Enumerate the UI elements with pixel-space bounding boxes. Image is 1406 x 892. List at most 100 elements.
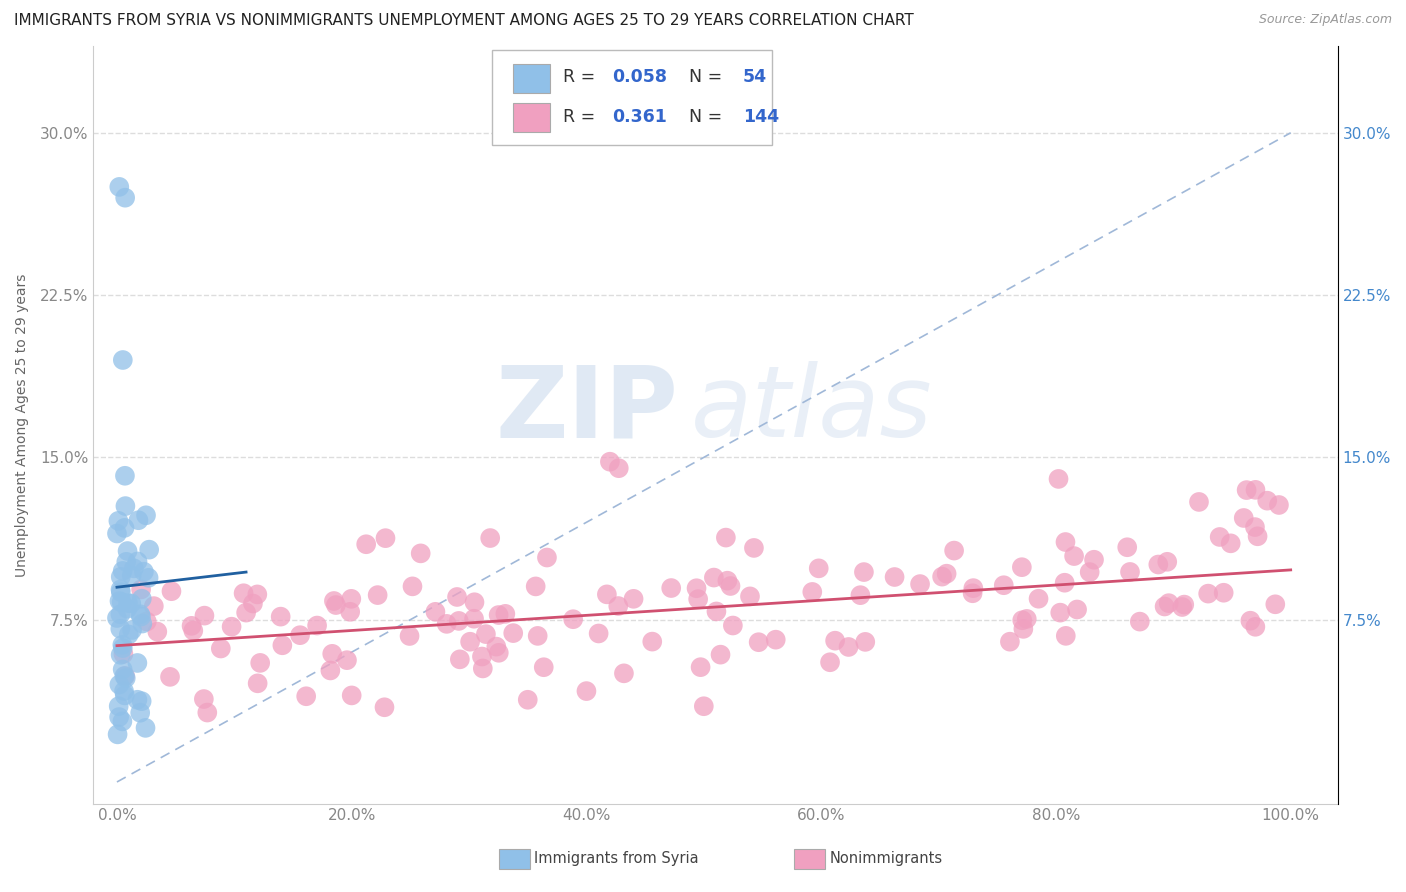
Point — [108, 594, 131, 608]
Point — [246, 587, 269, 601]
Point — [121, 623, 143, 637]
Point — [135, 508, 157, 523]
Point — [1116, 541, 1139, 555]
Point — [339, 605, 361, 619]
Point — [738, 590, 761, 604]
Point — [1236, 483, 1258, 497]
Point — [1188, 495, 1211, 509]
Point — [516, 692, 538, 706]
Point — [117, 544, 139, 558]
Point — [748, 635, 770, 649]
Point — [146, 624, 169, 639]
Point — [1264, 597, 1286, 611]
Point — [485, 640, 508, 654]
Point — [706, 604, 728, 618]
Point — [1049, 606, 1071, 620]
Point — [425, 605, 447, 619]
Point — [935, 566, 957, 581]
Point — [908, 577, 931, 591]
Point — [374, 531, 396, 545]
Point — [373, 700, 395, 714]
Point — [398, 629, 420, 643]
Point — [340, 689, 363, 703]
Point — [1129, 615, 1152, 629]
Point — [742, 541, 765, 555]
Point — [193, 608, 215, 623]
Point — [488, 607, 510, 622]
Point — [127, 656, 149, 670]
Text: N =: N = — [678, 108, 728, 127]
Point — [641, 634, 664, 648]
Point — [110, 570, 132, 584]
Point — [471, 649, 494, 664]
Point — [688, 592, 710, 607]
Point — [295, 690, 318, 704]
Point — [131, 694, 153, 708]
Point — [685, 581, 707, 595]
Point — [1078, 565, 1101, 579]
Point — [127, 513, 149, 527]
Point — [1153, 599, 1175, 614]
Point — [107, 699, 129, 714]
Point — [321, 647, 343, 661]
Point — [502, 626, 524, 640]
Text: Nonimmigrants: Nonimmigrants — [830, 851, 942, 865]
Point — [129, 706, 152, 720]
Point — [1028, 591, 1050, 606]
Point — [436, 616, 458, 631]
Point — [1156, 555, 1178, 569]
Point — [943, 543, 966, 558]
Point — [114, 669, 136, 683]
Point — [110, 648, 132, 662]
Point — [117, 596, 139, 610]
Point — [1219, 536, 1241, 550]
Point — [1173, 598, 1195, 612]
Point — [111, 353, 134, 368]
Point — [107, 727, 129, 741]
Point — [533, 660, 555, 674]
Point — [1171, 600, 1194, 615]
Point — [1083, 553, 1105, 567]
Point — [142, 599, 165, 613]
Point — [1212, 585, 1234, 599]
Text: Source: ZipAtlas.com: Source: ZipAtlas.com — [1258, 13, 1392, 27]
Point — [1011, 560, 1033, 574]
Point — [463, 595, 485, 609]
Point — [135, 615, 157, 629]
Point — [193, 692, 215, 706]
Point — [1208, 530, 1230, 544]
Point — [111, 564, 134, 578]
Point — [852, 565, 875, 579]
Point — [1244, 483, 1267, 497]
Point — [1233, 511, 1256, 525]
Point — [1063, 549, 1085, 563]
Point — [121, 568, 143, 582]
Point — [118, 627, 141, 641]
Point — [319, 664, 342, 678]
Point — [131, 591, 153, 606]
Text: R =: R = — [562, 108, 600, 127]
Point — [801, 585, 824, 599]
Point — [838, 640, 860, 654]
Point — [110, 607, 132, 622]
Point — [849, 588, 872, 602]
Point — [114, 191, 136, 205]
Point — [135, 721, 157, 735]
Point — [195, 706, 218, 720]
Point — [221, 620, 243, 634]
Text: Immigrants from Syria: Immigrants from Syria — [534, 851, 699, 865]
Point — [115, 555, 138, 569]
Point — [112, 647, 135, 661]
Point — [138, 542, 160, 557]
Point — [117, 601, 139, 615]
Point — [599, 455, 621, 469]
Point — [110, 585, 132, 599]
Point — [526, 629, 548, 643]
Point — [623, 591, 645, 606]
Point — [998, 634, 1021, 648]
Point — [471, 661, 494, 675]
Point — [114, 468, 136, 483]
Point — [129, 582, 152, 597]
Point — [931, 569, 953, 583]
Point — [447, 614, 470, 628]
